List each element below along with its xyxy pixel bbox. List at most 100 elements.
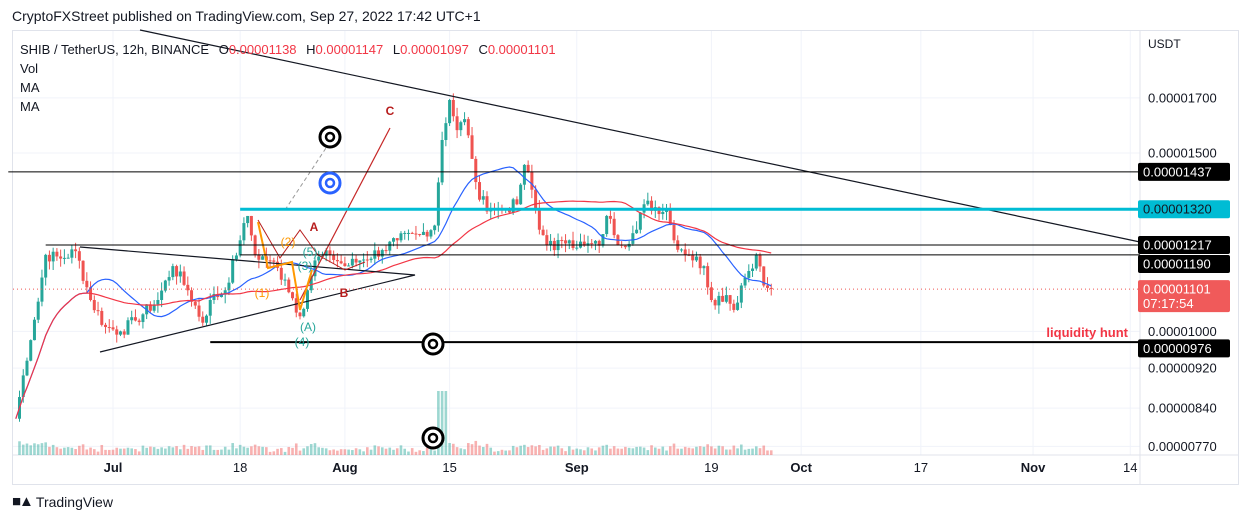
high-value: 0.00001147 <box>315 42 384 57</box>
volume-bar <box>500 449 504 455</box>
target-icon <box>318 171 342 195</box>
candle-body <box>212 293 216 300</box>
volume-bar <box>137 451 141 455</box>
candle-body <box>111 327 115 330</box>
volume-bar <box>706 444 709 455</box>
volume-bar <box>343 449 347 455</box>
candle-body <box>178 271 182 277</box>
candle-body <box>597 240 601 246</box>
candle-body <box>182 271 186 285</box>
volume-bar <box>377 446 380 455</box>
volume-bar <box>534 446 537 455</box>
candle-body <box>586 243 590 246</box>
candle-body <box>62 257 66 259</box>
volume-bar <box>399 445 403 455</box>
volume-bar <box>597 447 601 455</box>
footer-brand[interactable]: TradingView <box>35 493 113 510</box>
candle-body <box>350 258 354 266</box>
volume-bar <box>328 450 332 455</box>
candle-body <box>392 238 395 242</box>
candle-body <box>223 290 227 295</box>
volume-bar <box>743 449 747 455</box>
high-label: H <box>306 42 316 57</box>
volume-bar <box>624 446 627 455</box>
candle-body <box>358 260 362 263</box>
volume-bar <box>104 449 107 455</box>
candle-body <box>190 290 194 302</box>
candle-body <box>167 277 171 281</box>
candle-body <box>272 260 276 262</box>
price-level-badge <box>1138 254 1230 273</box>
volume-bar <box>388 447 392 455</box>
target-ring-outer <box>421 426 445 450</box>
volume-bar <box>455 447 459 455</box>
candle-body <box>590 243 594 245</box>
volume-bar <box>362 451 365 455</box>
candle-body <box>425 231 429 237</box>
candle-body <box>197 305 201 317</box>
indicator-vol[interactable]: Vol <box>20 61 39 76</box>
volume-bar <box>493 451 496 455</box>
candle-body <box>249 215 253 236</box>
volume-bar <box>280 448 283 455</box>
candle-body <box>36 301 40 320</box>
volume-bar <box>25 443 29 455</box>
candle-body <box>287 279 291 293</box>
candle-body <box>152 304 156 311</box>
candle-body <box>283 279 287 281</box>
volume-bar <box>130 448 133 455</box>
indicator-ma-2[interactable]: MA <box>20 99 40 114</box>
price-level-badge-label: 0.00001217 <box>1143 237 1212 252</box>
indicator-ma-1[interactable]: MA <box>20 80 40 95</box>
price-level-badge-label: 0.00000976 <box>1143 341 1212 356</box>
candle-body <box>683 249 687 255</box>
candle-body <box>575 247 579 249</box>
candle-body <box>747 270 751 278</box>
candle-body <box>459 122 463 131</box>
volume-bar <box>48 446 51 455</box>
volume-bar <box>612 446 616 455</box>
volume-bar <box>519 445 522 455</box>
candle-body <box>638 212 642 230</box>
elliott-label: (5) <box>303 245 318 259</box>
volume-bar <box>668 446 672 455</box>
candle-body <box>451 100 455 117</box>
volume-bar <box>298 450 302 455</box>
candle-body <box>193 301 197 306</box>
volume-bar <box>661 446 665 455</box>
candle-body <box>691 254 695 261</box>
volume-bar <box>672 443 676 455</box>
candles-group <box>18 93 773 422</box>
candle-body <box>231 259 235 283</box>
volume-bar <box>635 446 638 455</box>
candle-body <box>395 238 399 241</box>
volume-bar <box>100 444 104 455</box>
volume-bar <box>317 447 320 455</box>
symbol-title[interactable]: SHIB / TetherUS, 12h, BINANCE <box>20 42 210 57</box>
candle-body <box>313 260 317 277</box>
candle-body <box>55 251 59 257</box>
candle-body <box>605 215 609 235</box>
volume-bar <box>171 447 175 455</box>
candle-body <box>104 324 108 328</box>
candle-body <box>481 196 485 200</box>
candle-body <box>608 215 612 219</box>
volume-bar <box>78 445 81 455</box>
volume-bar <box>575 448 579 455</box>
candle-body <box>332 254 336 260</box>
volume-bar <box>732 445 736 455</box>
volume-bar <box>156 448 160 455</box>
volume-bar <box>160 447 163 455</box>
low-label: L <box>392 42 401 57</box>
time-axis-tick-label: 17 <box>914 460 928 475</box>
volume-bar <box>549 446 552 455</box>
candle-body <box>205 315 208 323</box>
price-axis-tick-label: 0.00001700 <box>1148 90 1217 105</box>
candle-body <box>709 287 713 300</box>
tradingview-logo-icon: ■▲ <box>12 493 34 510</box>
volume-bar <box>440 391 444 455</box>
candle-body <box>81 260 85 281</box>
time-axis-tick-label: 19 <box>704 460 718 475</box>
volume-bar <box>85 449 89 455</box>
